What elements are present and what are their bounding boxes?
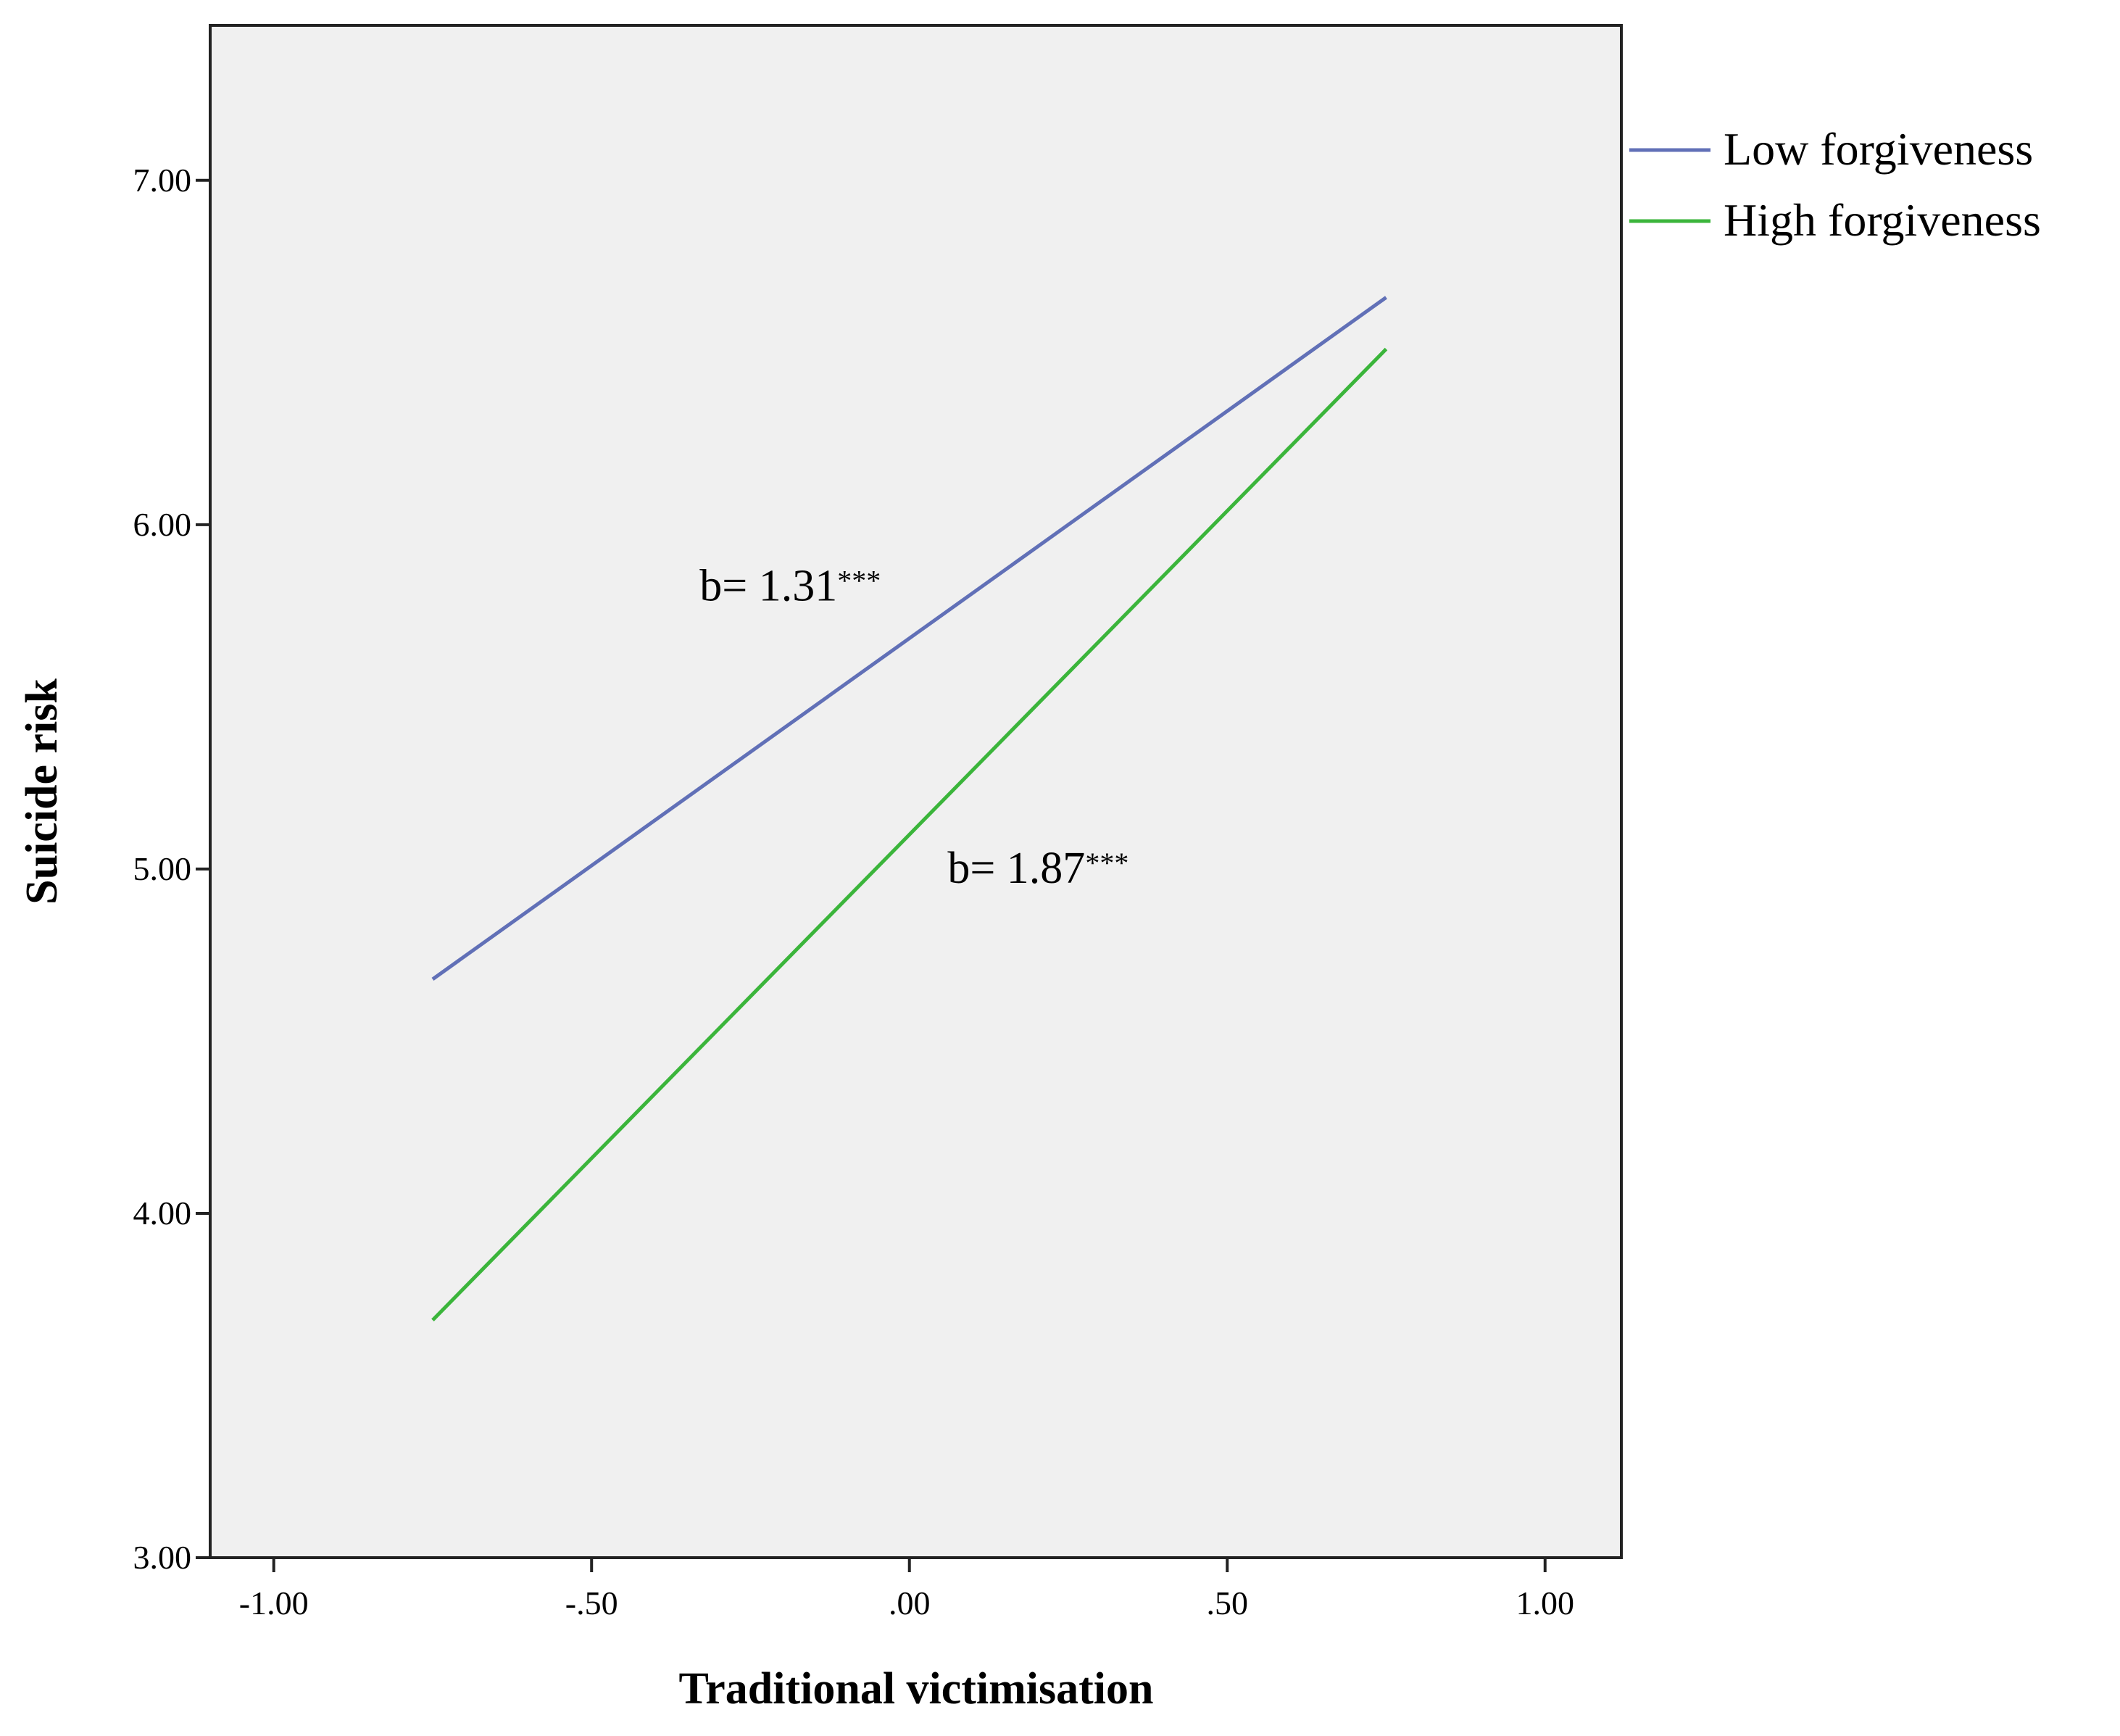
series-line-low-forgiveness — [431, 296, 1387, 981]
x-axis: -1.00 -.50 .00 .50 1.00 — [239, 1558, 1574, 1621]
y-tick-label: 3.00 — [133, 1539, 192, 1576]
x-axis-title: Traditional victimisation — [678, 1664, 1153, 1714]
significance-stars: *** — [837, 564, 881, 597]
significance-stars: *** — [1085, 847, 1128, 879]
x-tick-label: .00 — [889, 1585, 931, 1621]
slope-annotation: b= 1.31*** — [699, 561, 881, 610]
y-tick-label: 5.00 — [133, 850, 192, 887]
x-tick-label: .50 — [1206, 1585, 1248, 1621]
y-tick-label: 7.00 — [133, 162, 192, 199]
slope-annotation: b= 1.87*** — [947, 844, 1128, 893]
legend-label: High forgiveness — [1724, 194, 2041, 246]
y-tick-label: 6.00 — [133, 506, 192, 543]
slope-annotation-value: b= 1.31 — [699, 561, 837, 610]
x-tick-label: -.50 — [565, 1585, 618, 1621]
plot-area — [209, 24, 1623, 1559]
series-line-high-forgiveness — [431, 347, 1388, 1321]
annotation-layer: b= 1.31***b= 1.87*** — [699, 561, 1128, 893]
series-layer — [431, 296, 1388, 1321]
legend: Low forgiveness High forgiveness — [1629, 123, 2041, 246]
x-tick-label: 1.00 — [1516, 1585, 1575, 1621]
x-tick-label: -1.00 — [239, 1585, 309, 1621]
y-axis: 3.00 4.00 5.00 6.00 7.00 — [133, 162, 210, 1576]
slope-annotation-value: b= 1.87 — [947, 844, 1085, 893]
legend-label: Low forgiveness — [1724, 123, 2033, 175]
y-axis-title: Suicide risk — [17, 678, 67, 905]
y-tick-label: 4.00 — [133, 1195, 192, 1232]
